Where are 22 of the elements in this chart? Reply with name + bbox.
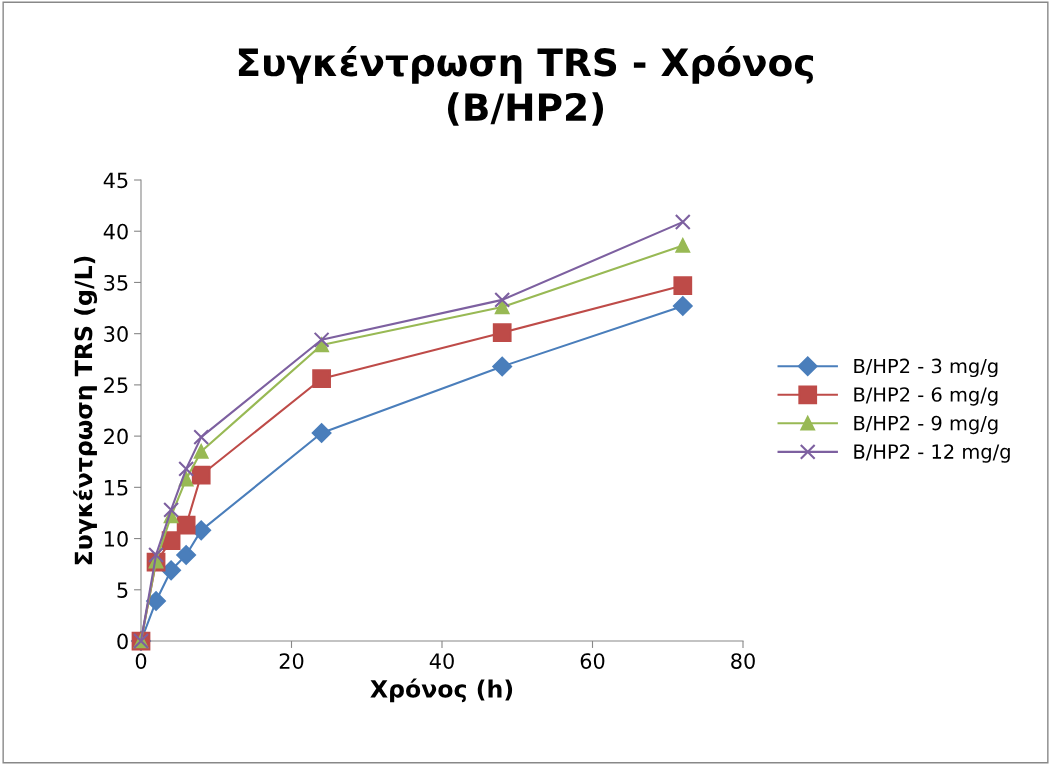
y-tick-label: 30 [104, 326, 128, 342]
y-tick-label: 40 [103, 223, 128, 240]
legend-label: B/HP2 - 12 mg/g [854, 444, 1010, 463]
legend-label: B/HP2 - 9 mg/g [854, 415, 998, 435]
y-tick-label: 35 [104, 274, 128, 291]
legend-label: B/HP2 - 3 mg/g [854, 358, 998, 378]
y-tick-label: 10 [104, 531, 128, 547]
x-tick-label: 60 [580, 653, 605, 669]
y-tick-label: 15 [104, 480, 128, 496]
x-tick-label: 80 [731, 653, 755, 669]
x-axis-title: Χρόνος (h) [370, 678, 513, 703]
y-tick-label: 5 [117, 582, 128, 598]
y-tick-label: 0 [117, 633, 128, 650]
chart-title: Συγκέντρωση TRS - Χρόνος (B/HP2) [238, 45, 814, 126]
y-tick-label: 45 [103, 172, 128, 189]
y-axis-title: Συγκέντρωση TRS (g/L) [73, 256, 98, 565]
legend-label: B/HP2 - 6 mg/g [854, 387, 998, 406]
x-tick-label: 20 [279, 653, 304, 669]
x-tick-label: 0 [135, 653, 147, 669]
y-tick-label: 20 [104, 428, 128, 445]
y-tick-label: 25 [104, 377, 128, 394]
x-tick-label: 40 [429, 653, 454, 669]
